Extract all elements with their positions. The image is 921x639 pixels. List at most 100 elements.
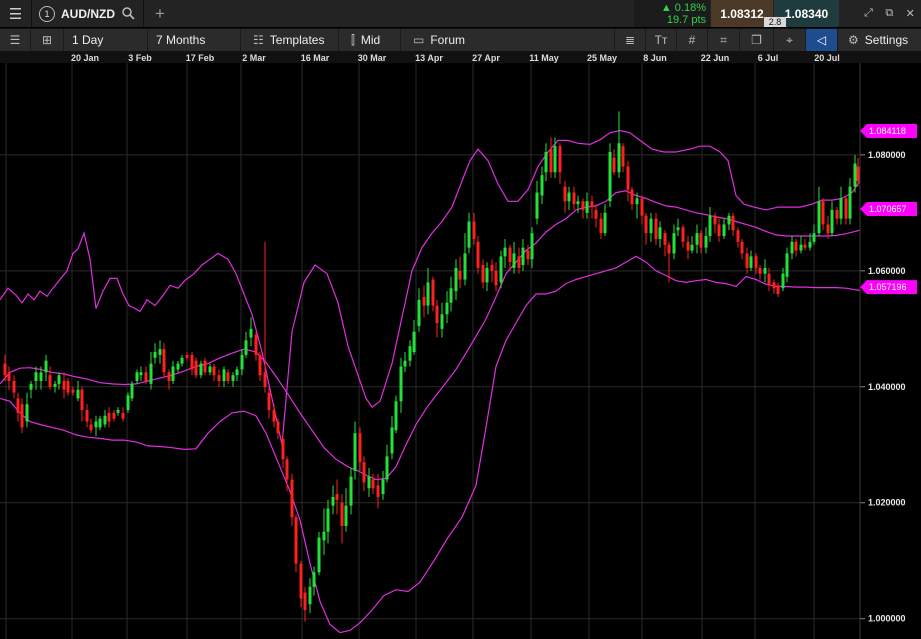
- settings-button[interactable]: ⚙ Settings: [838, 29, 921, 51]
- down-candle: [12, 375, 16, 399]
- date-tick-label: 2 Mar: [242, 53, 266, 63]
- candle-body: [126, 395, 130, 410]
- candle-body: [344, 505, 348, 526]
- candle-body: [558, 146, 562, 173]
- candle-body: [717, 224, 721, 237]
- up-candle: [235, 366, 239, 381]
- up-candle: [535, 180, 539, 225]
- down-candle: [644, 212, 648, 245]
- symbol-name: AUD/NZD: [61, 6, 115, 21]
- candle-body: [572, 192, 576, 205]
- candle-body: [731, 215, 735, 231]
- up-candle: [449, 276, 453, 312]
- close-icon[interactable]: ✕: [905, 8, 915, 20]
- candle-body: [603, 212, 607, 234]
- down-candle: [640, 195, 644, 225]
- down-candle: [794, 238, 798, 257]
- range-select[interactable]: 7 Months: [148, 29, 241, 51]
- symbol-selector[interactable]: 1 AUD/NZD: [31, 0, 144, 27]
- candle-body: [180, 357, 184, 364]
- candle-body: [517, 256, 521, 268]
- crosshair-button[interactable]: ⌖: [774, 29, 806, 51]
- drawing-tools-button[interactable]: ⌗: [708, 29, 740, 51]
- forum-button[interactable]: ▭ Forum: [401, 29, 615, 51]
- down-candle: [20, 398, 24, 434]
- candle-body: [340, 502, 344, 526]
- down-candle: [112, 409, 116, 422]
- candle-body: [121, 412, 125, 419]
- candle-body: [53, 383, 57, 387]
- candle-body: [630, 189, 634, 205]
- up-candle: [695, 224, 699, 254]
- candle-body: [621, 146, 625, 167]
- candle-body: [29, 383, 33, 390]
- down-candle: [663, 230, 667, 257]
- timeframe-select[interactable]: 1 Day: [64, 29, 148, 51]
- candle-body: [790, 241, 794, 254]
- date-tick-label: 6 Jul: [758, 53, 779, 63]
- candle-body: [422, 296, 426, 306]
- price-tick-label: 1.080000: [868, 150, 906, 160]
- up-candle: [830, 201, 834, 237]
- up-candle: [390, 415, 394, 460]
- up-candle: [690, 236, 694, 254]
- candle-body: [153, 352, 157, 358]
- candle-body: [485, 267, 489, 283]
- price-type-button[interactable]: ⫿ Mid: [339, 29, 401, 51]
- chart-grid: [0, 51, 921, 639]
- data-panel-button[interactable]: ≣: [615, 29, 646, 51]
- layers-button[interactable]: ❐: [740, 29, 774, 51]
- list-view-button[interactable]: ☰: [0, 29, 31, 51]
- candle-body: [258, 354, 262, 376]
- up-candle: [426, 267, 430, 315]
- search-icon[interactable]: [122, 7, 135, 20]
- templates-icon: ☷: [253, 33, 264, 47]
- lower-band-line: [0, 255, 861, 634]
- grid-toggle-button[interactable]: #: [677, 29, 708, 51]
- candle-body: [12, 380, 16, 393]
- down-candle: [371, 473, 375, 495]
- date-axis: 20 Jan 3 Feb 17 Feb 2 Mar 16 Mar 30 Mar 13 Apr…: [0, 51, 921, 63]
- price-label-toggle[interactable]: ◁: [806, 29, 838, 51]
- candles-icon: ⫿: [351, 32, 355, 47]
- candle-body: [695, 233, 699, 245]
- symbol-index-badge: 1: [39, 5, 55, 22]
- candle-body: [808, 241, 812, 248]
- up-candle: [98, 415, 102, 431]
- up-candle: [676, 218, 680, 237]
- menu-button[interactable]: ☰: [0, 0, 32, 27]
- text-tool-button[interactable]: Tт: [646, 29, 677, 51]
- sell-price-button[interactable]: 1.08312: [711, 0, 773, 27]
- down-candle: [844, 195, 848, 225]
- candle-body: [249, 328, 253, 338]
- up-candle: [199, 360, 203, 379]
- down-candle: [508, 244, 512, 271]
- candle-body: [116, 409, 120, 413]
- templates-button[interactable]: ☷ Templates: [241, 29, 339, 51]
- up-candle: [149, 352, 153, 390]
- up-candle: [130, 380, 134, 402]
- up-candle: [540, 166, 544, 205]
- up-candle: [240, 349, 244, 376]
- candle-body: [103, 415, 107, 425]
- expand-icon[interactable]: ⤢: [864, 7, 873, 19]
- layout-button[interactable]: ⊞: [31, 29, 64, 51]
- popout-icon[interactable]: ⧉: [885, 7, 894, 19]
- price-chart[interactable]: 20 Jan 3 Feb 17 Feb 2 Mar 16 Mar 30 Mar 13 Apr…: [0, 51, 921, 639]
- down-candle: [335, 479, 339, 515]
- up-candle: [180, 354, 184, 367]
- price-tick-label: 1.060000: [868, 266, 906, 276]
- add-chart-button[interactable]: +: [146, 0, 174, 27]
- candle-body: [440, 314, 444, 329]
- candle-body: [608, 151, 612, 202]
- candle-body: [62, 380, 66, 390]
- down-candle: [226, 369, 230, 384]
- candle-body: [399, 366, 403, 402]
- up-candle: [222, 366, 226, 387]
- up-candle: [394, 395, 398, 434]
- up-candle: [308, 578, 312, 613]
- candle-body: [3, 363, 7, 376]
- up-candle: [848, 178, 852, 225]
- date-strip: [0, 51, 921, 63]
- gear-icon: ⚙: [848, 33, 859, 47]
